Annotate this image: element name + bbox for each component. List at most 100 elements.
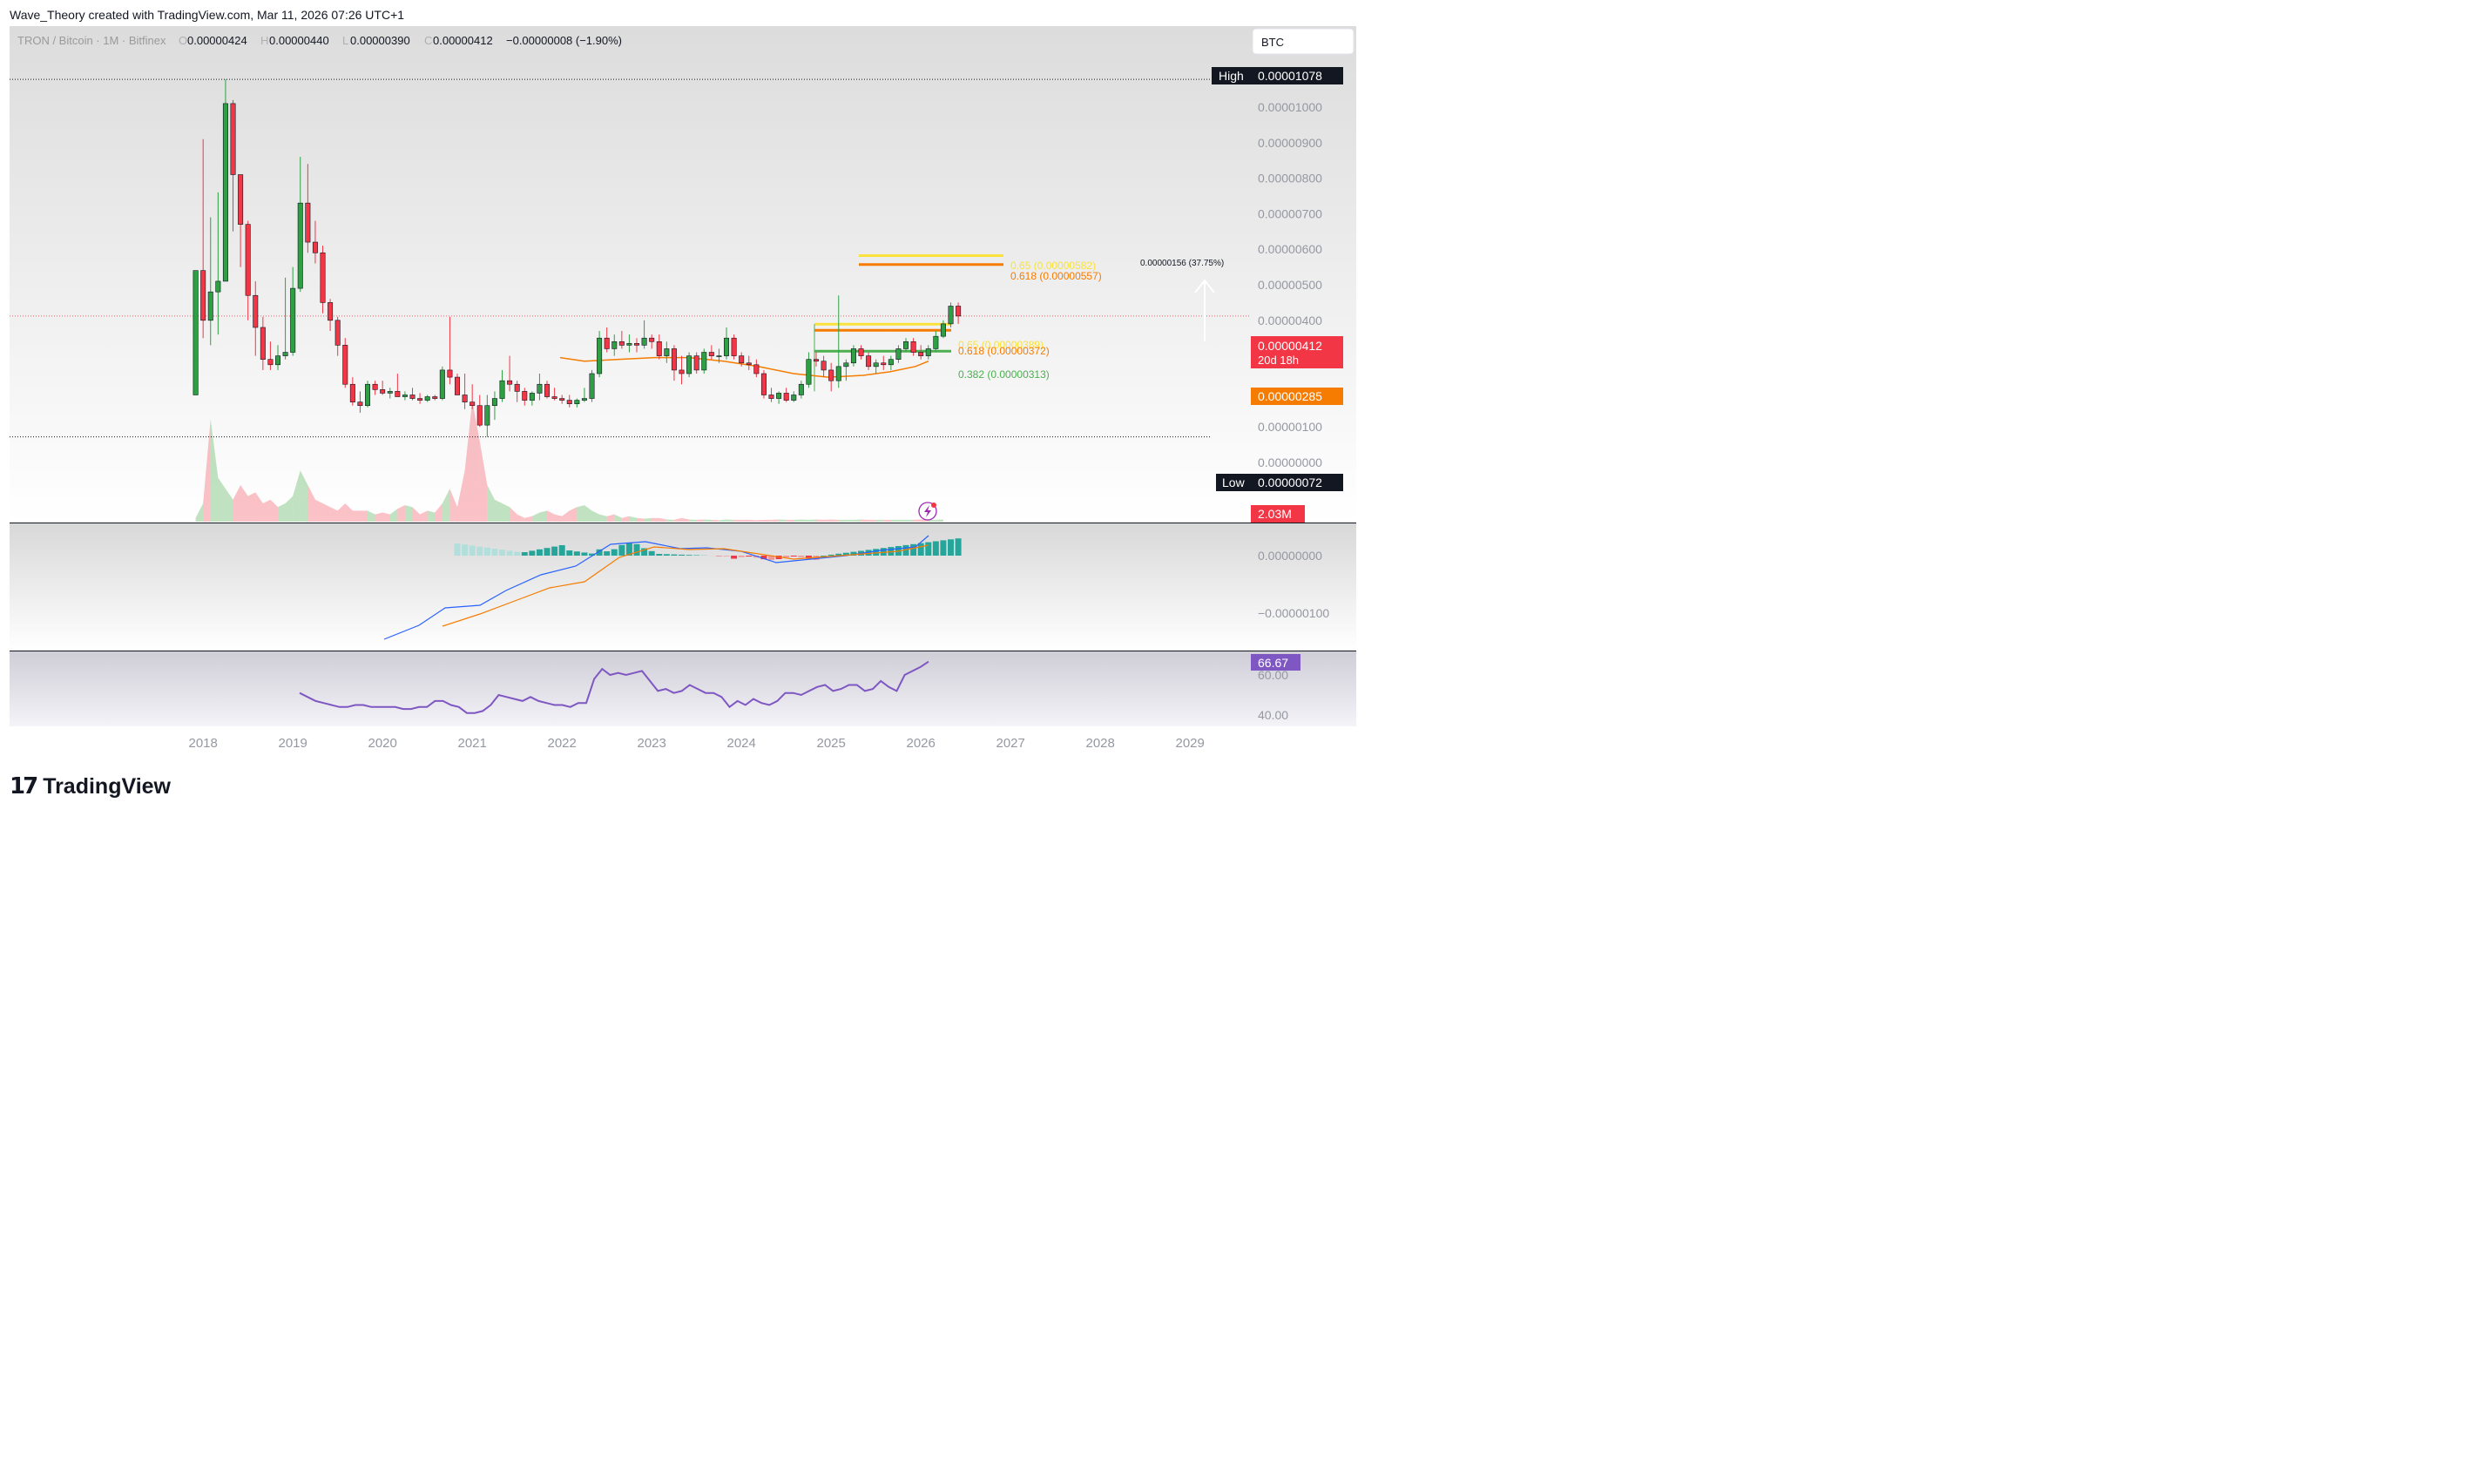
candle-body bbox=[798, 383, 804, 395]
candle-body bbox=[948, 306, 954, 325]
projection-label: 0.00000156 (37.75%) bbox=[1140, 259, 1224, 268]
open-value: 0.00000424 bbox=[187, 34, 247, 47]
candle-body bbox=[821, 361, 827, 371]
volume-segment bbox=[591, 510, 600, 522]
volume-segment bbox=[195, 503, 204, 522]
time-tick-label: 2026 bbox=[906, 736, 935, 751]
volume-segment bbox=[330, 507, 338, 522]
macd-histogram-bar bbox=[514, 551, 521, 556]
volume-segment bbox=[928, 519, 936, 522]
macd-histogram-bar bbox=[910, 543, 917, 556]
macd-histogram-bar bbox=[536, 549, 543, 556]
volume-segment bbox=[883, 519, 891, 522]
close-value: 0.00000412 bbox=[433, 34, 493, 47]
volume-segment bbox=[435, 503, 442, 522]
volume-segment bbox=[397, 505, 405, 522]
chart-area[interactable]: 0.000011000.000010000.000009000.00000800… bbox=[10, 26, 1356, 758]
candle-body bbox=[828, 369, 834, 381]
high-label: H bbox=[260, 34, 268, 47]
volume-segment bbox=[644, 517, 652, 522]
volume-segment bbox=[681, 517, 690, 522]
candle-body bbox=[656, 341, 662, 356]
change-value: −0.00000008 (−1.90%) bbox=[506, 34, 622, 47]
macd-histogram-bar bbox=[566, 550, 573, 556]
candle-body bbox=[342, 345, 348, 385]
candle-body bbox=[693, 355, 699, 371]
macd-histogram-bar bbox=[798, 556, 805, 557]
candle-body bbox=[746, 362, 752, 366]
candle-body bbox=[372, 383, 378, 390]
volume-segment bbox=[247, 492, 256, 522]
fib-0618-lower-label: 0.618 (0.00000372) bbox=[958, 345, 1050, 357]
macd-histogram-bar bbox=[760, 556, 767, 560]
time-tick-label: 2020 bbox=[368, 736, 396, 751]
macd-histogram-bar bbox=[499, 550, 506, 556]
candle-body bbox=[357, 401, 363, 407]
candle-body bbox=[514, 383, 520, 392]
volume-segment bbox=[652, 517, 659, 522]
volume-badge-value: 2.03M bbox=[1258, 507, 1292, 521]
volume-segment bbox=[711, 519, 719, 522]
volume-segment bbox=[517, 514, 525, 522]
high-badge-bg bbox=[1251, 67, 1343, 84]
volume-segment bbox=[389, 509, 398, 522]
high-badge-value: 0.00001078 bbox=[1258, 69, 1322, 83]
ma-badge bbox=[1251, 388, 1343, 405]
volume-segment bbox=[352, 510, 361, 522]
fib-065-lower-label: 0.65 (0.00000389) bbox=[958, 339, 1044, 351]
volume-segment bbox=[210, 419, 219, 522]
volume-segment bbox=[240, 485, 248, 522]
time-tick-label: 2023 bbox=[637, 736, 665, 751]
volume-segment bbox=[577, 505, 584, 522]
flash-icon[interactable] bbox=[918, 502, 937, 521]
price-tick-label: 0.00000000 bbox=[1258, 455, 1322, 469]
macd-histogram-bar bbox=[835, 553, 842, 556]
volume-segment bbox=[794, 519, 801, 522]
candle-body bbox=[267, 359, 274, 366]
candle-body bbox=[470, 401, 476, 407]
price-tick-label: 0.00000800 bbox=[1258, 172, 1322, 186]
last-price-value: 0.00000412 bbox=[1258, 339, 1322, 353]
candle-body bbox=[238, 174, 244, 225]
macd-histogram-bar bbox=[917, 543, 924, 556]
candle-body bbox=[499, 380, 505, 399]
candle-body bbox=[387, 391, 393, 394]
volume-segment bbox=[531, 512, 540, 522]
candle-body bbox=[424, 396, 430, 401]
chart-svg[interactable]: 0.000011000.000010000.000009000.00000800… bbox=[10, 26, 1356, 758]
candle-body bbox=[671, 348, 677, 371]
volume-segment bbox=[337, 503, 346, 522]
projection-arrow-head bbox=[1194, 279, 1215, 293]
fib-0618-upper-label: 0.618 (0.00000557) bbox=[1010, 270, 1102, 282]
volume-segment bbox=[637, 517, 645, 522]
candle-body bbox=[753, 364, 760, 374]
candle-body bbox=[783, 393, 789, 401]
macd-histogram-bar bbox=[611, 549, 618, 556]
volume-segment bbox=[262, 499, 271, 522]
low-value: 0.00000390 bbox=[350, 34, 410, 47]
volume-segment bbox=[524, 516, 532, 522]
volume-segment bbox=[442, 489, 450, 522]
candle-body bbox=[791, 395, 797, 401]
volume-segment bbox=[300, 470, 308, 522]
volume-segment bbox=[278, 503, 286, 522]
candle-body bbox=[940, 323, 946, 337]
volume-segment bbox=[494, 499, 503, 522]
volume-segment bbox=[203, 419, 211, 522]
candle-body bbox=[312, 241, 318, 253]
volume-segment bbox=[479, 441, 488, 522]
candle-body bbox=[200, 270, 206, 321]
volume-segment bbox=[696, 519, 705, 522]
macd-histogram-bar bbox=[731, 556, 738, 559]
macd-histogram-bar bbox=[476, 546, 483, 556]
candle-body bbox=[439, 369, 445, 399]
candle-body bbox=[290, 287, 296, 353]
candle-body bbox=[597, 337, 603, 374]
candle-body bbox=[275, 355, 281, 366]
level-lines-layer bbox=[10, 78, 1251, 438]
volume-segment bbox=[569, 507, 578, 522]
volume-segment bbox=[472, 401, 480, 522]
currency-button[interactable] bbox=[1252, 28, 1354, 55]
candle-body bbox=[230, 103, 236, 175]
candle-body bbox=[380, 389, 386, 394]
